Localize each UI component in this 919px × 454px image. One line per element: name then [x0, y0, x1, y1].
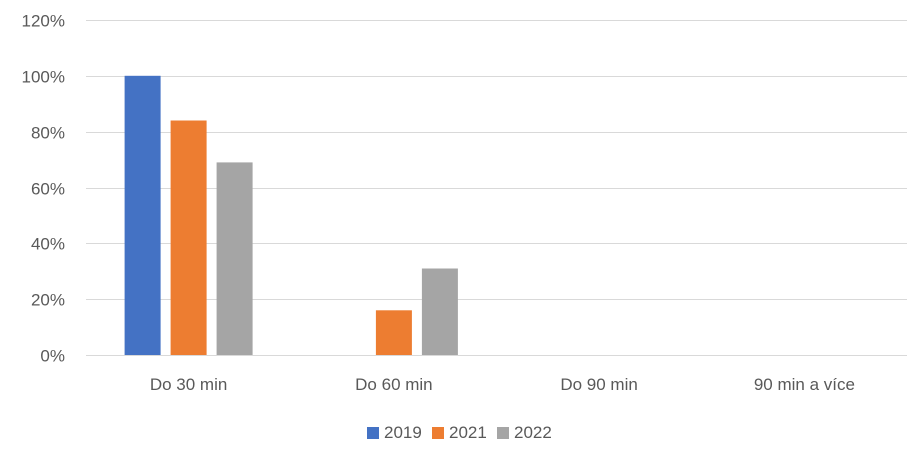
legend-swatch-2022 [497, 427, 509, 439]
x-category-label: Do 30 min [150, 375, 227, 394]
bars [124, 75, 458, 356]
x-category-label: Do 90 min [560, 375, 637, 394]
y-tick-label: 120% [22, 12, 65, 31]
gridlines [86, 20, 907, 356]
legend-swatch-2021 [432, 427, 444, 439]
legend-label-2019: 2019 [384, 423, 422, 442]
bar-2021-1 [170, 120, 207, 355]
bar-2019-1 [124, 75, 161, 356]
legend-label-2021: 2021 [449, 423, 487, 442]
x-category-label: Do 60 min [355, 375, 432, 394]
legend-swatch-2019 [367, 427, 379, 439]
bar-2022-1 [216, 162, 253, 355]
x-category-label: 90 min a více [754, 375, 855, 394]
y-tick-label: 0% [40, 347, 65, 366]
legend: 2019 2021 2022 [367, 423, 552, 442]
bar-2022-2 [421, 268, 458, 355]
y-tick-label: 80% [31, 124, 65, 143]
y-tick-label: 40% [31, 235, 65, 254]
y-axis-tick-labels: 0% 20% 40% 60% 80% 100% 120% [22, 12, 65, 366]
y-tick-label: 60% [31, 180, 65, 199]
bar-2021-2 [375, 310, 412, 355]
y-tick-label: 100% [22, 68, 65, 87]
x-axis-category-labels: Do 30 min Do 60 min Do 90 min 90 min a více [150, 375, 855, 394]
legend-label-2022: 2022 [514, 423, 552, 442]
y-tick-label: 20% [31, 291, 65, 310]
